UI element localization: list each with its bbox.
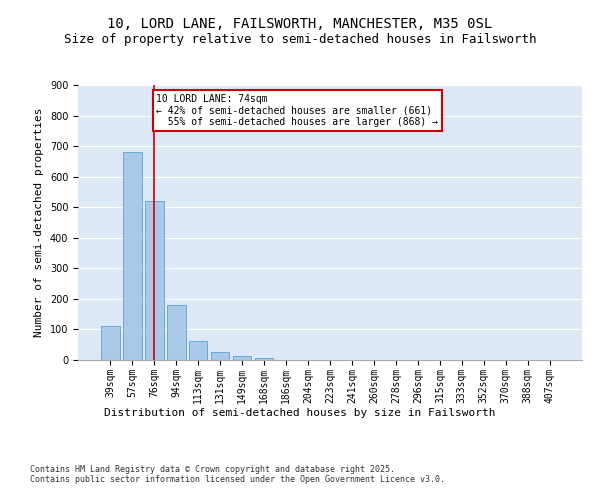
- Text: 10, LORD LANE, FAILSWORTH, MANCHESTER, M35 0SL: 10, LORD LANE, FAILSWORTH, MANCHESTER, M…: [107, 18, 493, 32]
- Bar: [211, 352, 229, 360]
- Text: Size of property relative to semi-detached houses in Failsworth: Size of property relative to semi-detach…: [64, 32, 536, 46]
- Text: Contains HM Land Registry data © Crown copyright and database right 2025.
Contai: Contains HM Land Registry data © Crown c…: [30, 465, 445, 484]
- Bar: [255, 358, 274, 360]
- Bar: [233, 356, 251, 360]
- Bar: [123, 152, 142, 360]
- Text: Distribution of semi-detached houses by size in Failsworth: Distribution of semi-detached houses by …: [104, 408, 496, 418]
- Bar: [167, 305, 185, 360]
- Bar: [101, 326, 119, 360]
- Text: 10 LORD LANE: 74sqm
← 42% of semi-detached houses are smaller (661)
  55% of sem: 10 LORD LANE: 74sqm ← 42% of semi-detach…: [157, 94, 439, 128]
- Y-axis label: Number of semi-detached properties: Number of semi-detached properties: [34, 108, 44, 337]
- Bar: [189, 341, 208, 360]
- Bar: [145, 201, 164, 360]
